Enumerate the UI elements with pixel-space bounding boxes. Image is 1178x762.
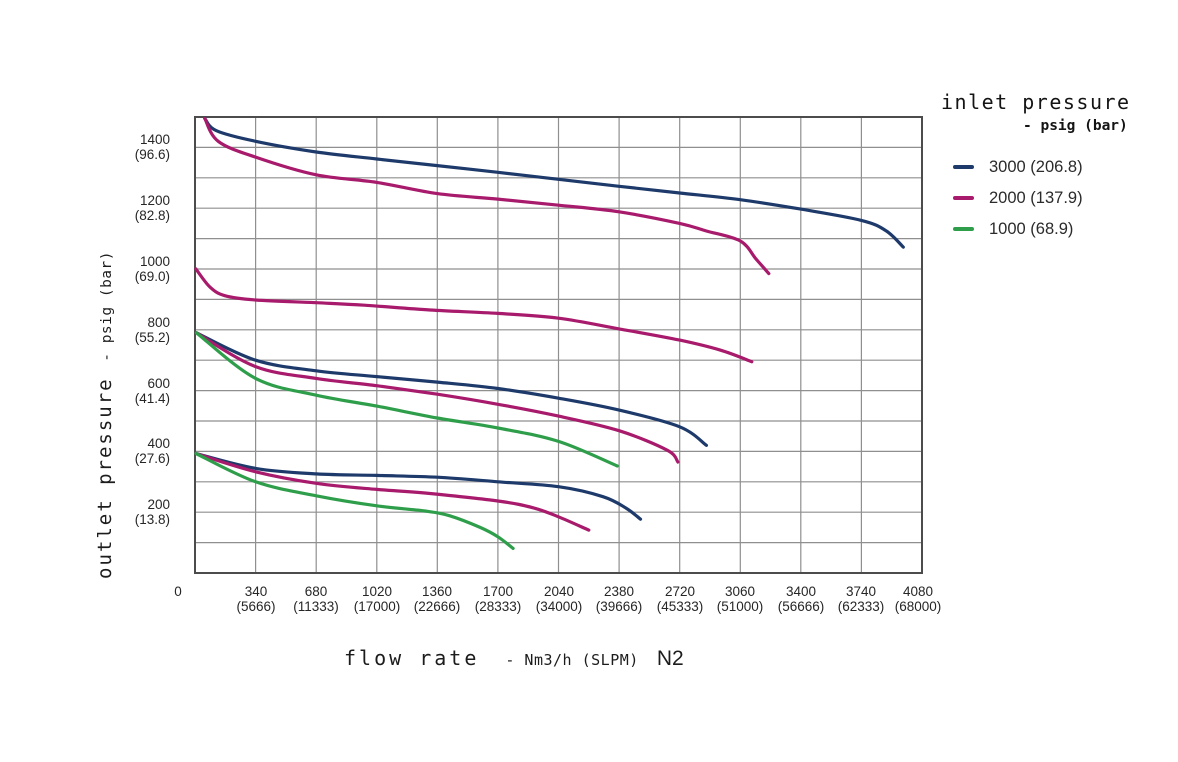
x-tick-slpm: (51000) <box>716 599 764 614</box>
y-tick-psig: 200 <box>147 497 170 512</box>
x-tick-flow: 4080 <box>902 584 934 599</box>
y-tick-psig: 1200 <box>139 193 170 208</box>
x-tick-label: 0 <box>133 584 223 599</box>
y-tick-label: 1400 (96.6) <box>70 132 170 162</box>
legend-line-swatch <box>953 165 974 169</box>
x-tick-label: 4080 (68000) <box>873 584 963 614</box>
curve-inlet-1000-set-390 <box>194 451 515 550</box>
y-tick-label: 800 (55.2) <box>70 315 170 345</box>
legend-unit: - psig (bar) <box>1023 118 1128 134</box>
y-tick-psig: 1400 <box>139 132 170 147</box>
x-tick-flow: 1700 <box>482 584 514 599</box>
x-tick-flow: 3400 <box>785 584 817 599</box>
x-tick-label: 1360 (22666) <box>392 584 482 614</box>
y-tick-bar: (13.8) <box>134 512 170 527</box>
legend-line-swatch <box>953 227 974 231</box>
x-tick-slpm: (28333) <box>474 599 522 614</box>
y-tick-bar: (96.6) <box>134 147 170 162</box>
legend-item-label: 3000 (206.8) <box>989 157 1083 176</box>
x-tick-slpm: (56666) <box>777 599 825 614</box>
curve-inlet-2000-set-790 <box>194 331 680 464</box>
y-tick-bar: (82.8) <box>134 208 170 223</box>
curve-inlet-3000-set-390 <box>194 451 643 521</box>
x-tick-flow: 340 <box>244 584 268 599</box>
y-tick-label: 1200 (82.8) <box>70 193 170 223</box>
y-tick-label: 1000 (69.0) <box>70 254 170 284</box>
y-tick-label: 600 (41.4) <box>70 376 170 406</box>
x-tick-label: 2040 (34000) <box>514 584 604 614</box>
x-tick-slpm: (45333) <box>656 599 704 614</box>
x-tick-flow: 0 <box>174 584 182 599</box>
legend-item: 3000 (206.8) <box>953 156 1083 178</box>
curve-inlet-2000-set-1500 <box>203 116 771 276</box>
legend-item: 2000 (137.9) <box>953 187 1083 209</box>
x-axis-title-unit: - Nm3/h (SLPM) <box>505 651 639 669</box>
x-tick-label: 340 (5666) <box>211 584 301 614</box>
x-tick-label: 3740 (62333) <box>816 584 906 614</box>
x-tick-slpm: (39666) <box>595 599 643 614</box>
x-tick-label: 680 (11333) <box>271 584 361 614</box>
curve-inlet-2000-set-1000 <box>194 267 754 364</box>
x-tick-slpm: (34000) <box>535 599 583 614</box>
x-tick-slpm: (62333) <box>837 599 885 614</box>
x-tick-flow: 1360 <box>421 584 453 599</box>
x-tick-slpm: (68000) <box>894 599 942 614</box>
x-tick-label: 1700 (28333) <box>453 584 543 614</box>
y-tick-bar: (69.0) <box>134 269 170 284</box>
x-axis-title: flow rate - Nm3/h (SLPM) N2 <box>344 646 684 671</box>
x-tick-label: 2720 (45333) <box>635 584 725 614</box>
y-tick-psig: 800 <box>147 315 170 330</box>
curve-inlet-2000-set-390 <box>194 451 591 532</box>
x-tick-flow: 1020 <box>361 584 393 599</box>
x-axis-title-gas: N2 <box>656 647 684 670</box>
x-tick-flow: 2380 <box>603 584 635 599</box>
y-tick-bar: (55.2) <box>134 330 170 345</box>
x-tick-label: 3060 (51000) <box>695 584 785 614</box>
x-tick-label: 1020 (17000) <box>332 584 422 614</box>
x-tick-slpm: (17000) <box>353 599 401 614</box>
x-tick-label: 3400 (56666) <box>756 584 846 614</box>
y-tick-bar: (41.4) <box>134 391 170 406</box>
x-tick-label: 2380 (39666) <box>574 584 664 614</box>
x-tick-flow: 3060 <box>724 584 756 599</box>
legend-item: 1000 (68.9) <box>953 218 1073 240</box>
legend-line-swatch <box>953 196 974 200</box>
x-tick-slpm: (22666) <box>413 599 461 614</box>
y-tick-bar: (27.6) <box>134 451 170 466</box>
legend-item-label: 2000 (137.9) <box>989 188 1083 207</box>
curve-inlet-3000-set-1500 <box>203 116 905 249</box>
y-tick-psig: 600 <box>147 376 170 391</box>
x-tick-slpm: (5666) <box>236 599 276 614</box>
x-axis-title-main: flow rate <box>344 646 480 670</box>
x-tick-flow: 2720 <box>664 584 696 599</box>
x-tick-flow: 3740 <box>845 584 877 599</box>
y-tick-label: 200 (13.8) <box>70 497 170 527</box>
x-tick-flow: 680 <box>304 584 328 599</box>
x-tick-slpm: (11333) <box>293 599 339 614</box>
x-tick-flow: 2040 <box>543 584 575 599</box>
curve-inlet-1000-set-790 <box>194 331 619 468</box>
y-axis-title-main: outlet pressure <box>94 377 116 579</box>
y-tick-label: 400 (27.6) <box>70 436 170 466</box>
legend-item-label: 1000 (68.9) <box>989 219 1074 238</box>
y-tick-psig: 1000 <box>139 254 170 269</box>
y-tick-psig: 400 <box>147 436 170 451</box>
curve-inlet-3000-set-790 <box>194 331 708 447</box>
legend-title: inlet pressure <box>941 90 1131 114</box>
